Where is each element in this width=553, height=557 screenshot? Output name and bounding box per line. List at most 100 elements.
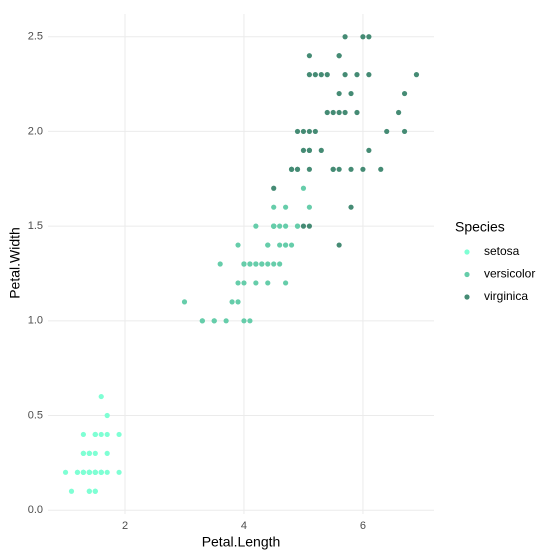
point [259, 261, 265, 267]
point [300, 223, 307, 229]
point [86, 450, 92, 456]
point [366, 147, 372, 153]
point [74, 469, 81, 475]
legend-swatch [464, 294, 470, 300]
point [283, 204, 289, 210]
legend-label: virginica [484, 289, 528, 303]
point [235, 299, 241, 305]
legend-label: setosa [484, 244, 520, 258]
point [104, 450, 110, 456]
point [86, 488, 92, 494]
point [265, 261, 271, 267]
point [235, 280, 241, 286]
x-tick-label: 6 [360, 520, 366, 532]
point [92, 469, 98, 475]
point [104, 412, 110, 419]
point [92, 488, 98, 494]
point [336, 90, 342, 97]
point [271, 185, 277, 191]
point [80, 431, 86, 438]
point [288, 242, 295, 248]
point [80, 469, 86, 475]
point [271, 261, 277, 267]
point [271, 204, 277, 210]
point [300, 185, 307, 191]
point [354, 109, 360, 116]
point [366, 34, 372, 40]
point [199, 318, 205, 324]
point [300, 128, 307, 135]
point [217, 261, 223, 267]
y-tick-label: 2.0 [28, 125, 43, 137]
point [360, 166, 366, 172]
point [271, 223, 277, 229]
point [306, 204, 312, 210]
point [247, 318, 253, 324]
point [312, 128, 318, 135]
point [330, 109, 336, 116]
x-axis-title: Petal.Length [202, 534, 281, 550]
point [306, 53, 312, 59]
point [116, 431, 122, 438]
point [342, 109, 348, 116]
legend-label: versicolor [484, 267, 535, 281]
point [283, 223, 289, 229]
point [98, 469, 104, 475]
y-tick-label: 0.5 [28, 409, 43, 421]
point [247, 261, 253, 267]
point [211, 318, 217, 324]
point [300, 147, 307, 153]
point [306, 166, 312, 172]
point [181, 299, 188, 305]
point [384, 128, 390, 135]
point [348, 204, 354, 210]
point [306, 223, 312, 229]
point [86, 469, 92, 475]
point [318, 72, 324, 78]
point [336, 166, 342, 172]
legend-title: Species [455, 219, 505, 235]
point [241, 318, 247, 324]
point [253, 261, 259, 267]
point [277, 242, 283, 248]
point [312, 72, 318, 78]
point [336, 53, 342, 59]
point [294, 128, 301, 135]
point [306, 72, 312, 78]
point [92, 431, 98, 438]
point [116, 469, 122, 475]
point [324, 72, 330, 78]
point [413, 72, 420, 78]
point [401, 128, 408, 135]
point [288, 166, 295, 172]
point [235, 242, 241, 248]
point [229, 299, 235, 305]
point [68, 488, 75, 494]
point [348, 166, 354, 172]
point [306, 128, 312, 135]
y-tick-label: 2.5 [28, 31, 43, 43]
point [104, 469, 110, 475]
point [223, 318, 229, 324]
point [98, 393, 104, 400]
point [306, 147, 312, 153]
point [98, 431, 104, 438]
point [92, 450, 98, 456]
point [330, 166, 336, 172]
legend-swatch [464, 249, 470, 255]
y-axis-title: Petal.Width [7, 227, 23, 299]
point [104, 431, 110, 438]
point [396, 109, 402, 116]
point [336, 242, 342, 248]
x-tick-label: 4 [241, 520, 247, 532]
point [360, 34, 366, 40]
point [336, 109, 342, 116]
y-tick-label: 0.0 [28, 504, 43, 516]
point [401, 90, 408, 97]
x-tick-label: 2 [122, 520, 128, 532]
point [265, 280, 271, 286]
point [277, 261, 283, 267]
point [342, 34, 348, 40]
point [378, 166, 384, 172]
